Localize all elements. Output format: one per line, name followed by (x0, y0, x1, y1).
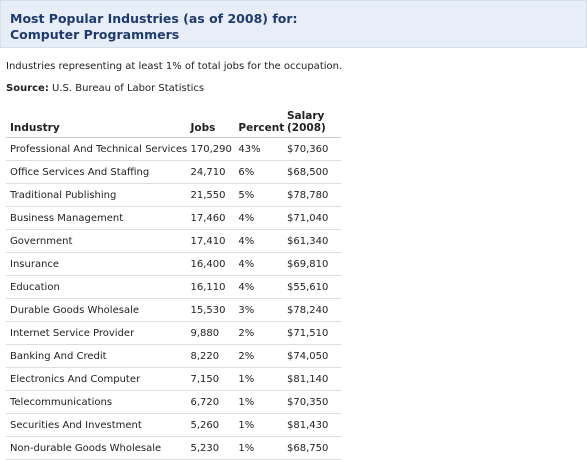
cell-salary: $61,340 (286, 229, 341, 253)
cell-salary: $71,040 (286, 206, 341, 230)
cell-salary: $68,500 (286, 160, 341, 184)
salary-header-line-2: (2008) (286, 122, 326, 134)
table-row: Non-durable Goods Wholesale 5,230 1% $68,75… (6, 436, 341, 460)
table-row: Securities And Investment 5,260 1% $81,430 (6, 413, 341, 437)
cell-jobs: 17,460 (190, 206, 239, 230)
cell-jobs: 24,710 (190, 160, 239, 184)
cell-percent: 3% (238, 298, 287, 322)
cell-percent: 43% (238, 137, 287, 161)
cell-industry: Professional And Technical Services (6, 137, 191, 161)
cell-salary: $70,360 (286, 137, 341, 161)
column-header-salary: Salary (2008) (286, 106, 341, 138)
cell-industry: Insurance (6, 252, 191, 276)
cell-percent: 1% (238, 367, 287, 391)
cell-salary: $70,350 (286, 390, 341, 414)
cell-jobs: 15,530 (190, 298, 239, 322)
cell-jobs: 5,230 (190, 436, 239, 460)
page-title: Most Popular Industries (as of 2008) for… (10, 11, 570, 43)
source-label: Source: (6, 83, 49, 94)
table-body: Professional And Technical Services 170,2… (6, 137, 341, 460)
column-header-jobs: Jobs (190, 106, 239, 138)
cell-industry: Banking And Credit (6, 344, 191, 368)
table-row: Internet Service Provider 9,880 2% $71,510 (6, 321, 341, 345)
cell-industry: Non-durable Goods Wholesale (6, 436, 191, 460)
cell-percent: 4% (238, 229, 287, 253)
column-header-industry: Industry (6, 106, 191, 138)
salary-header-line-1: Salary (286, 110, 325, 122)
cell-percent: 4% (238, 275, 287, 299)
cell-percent: 4% (238, 252, 287, 276)
cell-salary: $78,240 (286, 298, 341, 322)
cell-jobs: 16,110 (190, 275, 239, 299)
cell-jobs: 16,400 (190, 252, 239, 276)
source-line: Source: U.S. Bureau of Labor Statistics (6, 83, 204, 94)
cell-industry: Office Services And Staffing (6, 160, 191, 184)
table-row: Telecommunications 6,720 1% $70,350 (6, 390, 341, 414)
page-header: Most Popular Industries (as of 2008) for… (0, 0, 587, 48)
source-value: U.S. Bureau of Labor Statistics (52, 83, 205, 94)
cell-salary: $78,780 (286, 183, 341, 207)
cell-jobs: 17,410 (190, 229, 239, 253)
table-row: Electronics And Computer 7,150 1% $81,140 (6, 367, 341, 391)
cell-jobs: 21,550 (190, 183, 239, 207)
cell-industry: Telecommunications (6, 390, 191, 414)
cell-industry: Securities And Investment (6, 413, 191, 437)
title-line-2: Computer Programmers (10, 27, 180, 42)
cell-jobs: 170,290 (190, 137, 239, 161)
cell-salary: $69,810 (286, 252, 341, 276)
cell-jobs: 8,220 (190, 344, 239, 368)
cell-salary: $74,050 (286, 344, 341, 368)
cell-salary: $81,430 (286, 413, 341, 437)
cell-percent: 6% (238, 160, 287, 184)
cell-percent: 1% (238, 390, 287, 414)
cell-jobs: 7,150 (190, 367, 239, 391)
table-row: Government 17,410 4% $61,340 (6, 229, 341, 253)
table-row: Education 16,110 4% $55,610 (6, 275, 341, 299)
cell-industry: Durable Goods Wholesale (6, 298, 191, 322)
cell-salary: $71,510 (286, 321, 341, 345)
column-header-percent: Percent (238, 106, 287, 138)
cell-salary: $68,750 (286, 436, 341, 460)
cell-salary: $55,610 (286, 275, 341, 299)
table-header-row: Industry Jobs Percent Salary (2008) (6, 106, 341, 138)
cell-industry: Business Management (6, 206, 191, 230)
cell-percent: 5% (238, 183, 287, 207)
cell-industry: Government (6, 229, 191, 253)
cell-percent: 4% (238, 206, 287, 230)
table-row: Office Services And Staffing 24,710 6% $68,… (6, 160, 341, 184)
cell-industry: Internet Service Provider (6, 321, 191, 345)
cell-jobs: 9,880 (190, 321, 239, 345)
description-text: Industries representing at least 1% of t… (6, 61, 343, 72)
cell-percent: 2% (238, 344, 287, 368)
cell-percent: 2% (238, 321, 287, 345)
table-row: Professional And Technical Services 170,2… (6, 137, 341, 161)
title-line-1: Most Popular Industries (as of 2008) for… (10, 11, 298, 26)
cell-industry: Education (6, 275, 191, 299)
cell-percent: 1% (238, 413, 287, 437)
table-row: Banking And Credit 8,220 2% $74,050 (6, 344, 341, 368)
table-row: Insurance 16,400 4% $69,810 (6, 252, 341, 276)
cell-jobs: 6,720 (190, 390, 239, 414)
cell-percent: 1% (238, 436, 287, 460)
table-row: Business Management 17,460 4% $71,040 (6, 206, 341, 230)
table-row: Durable Goods Wholesale 15,530 3% $78,240 (6, 298, 341, 322)
cell-salary: $81,140 (286, 367, 341, 391)
table-row: Traditional Publishing 21,550 5% $78,780 (6, 183, 341, 207)
industries-table: Industry Jobs Percent Salary (2008) Prof… (6, 106, 341, 460)
cell-industry: Traditional Publishing (6, 183, 191, 207)
cell-industry: Electronics And Computer (6, 367, 191, 391)
cell-jobs: 5,260 (190, 413, 239, 437)
